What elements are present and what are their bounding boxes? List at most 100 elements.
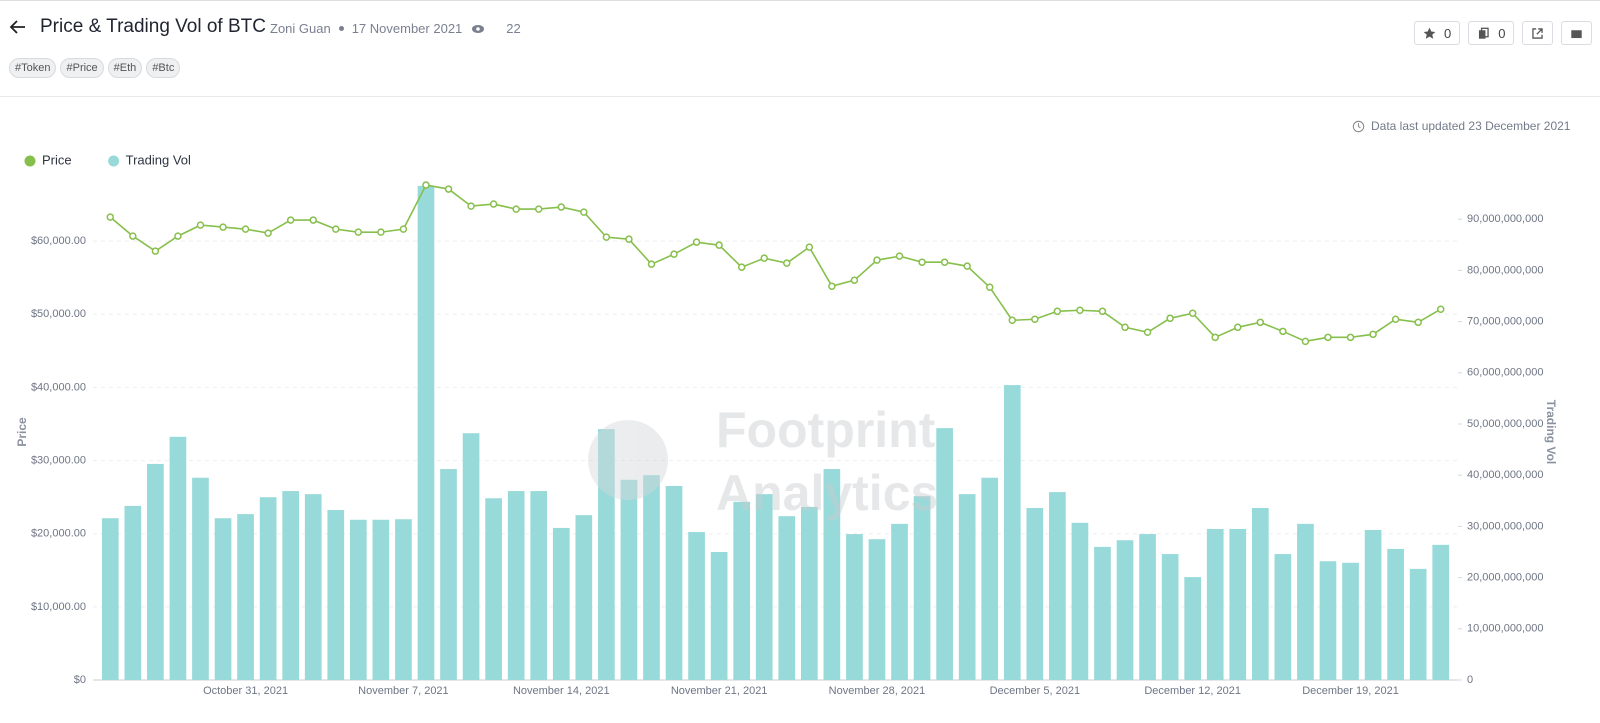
bar bbox=[891, 523, 908, 680]
bar bbox=[417, 185, 435, 681]
tag[interactable]: #Eth bbox=[107, 58, 143, 78]
y-tick-label: $20,000.00 bbox=[31, 528, 86, 540]
star-button[interactable]: 0 bbox=[1414, 21, 1461, 45]
point bbox=[196, 221, 205, 229]
tag[interactable]: #Token bbox=[9, 58, 57, 78]
bar bbox=[349, 519, 367, 680]
point bbox=[1076, 306, 1084, 315]
bar bbox=[282, 491, 300, 680]
bar bbox=[800, 506, 818, 680]
back-button[interactable] bbox=[8, 17, 28, 37]
bar bbox=[598, 429, 615, 680]
point bbox=[1301, 337, 1310, 346]
point bbox=[557, 203, 566, 211]
point bbox=[1436, 305, 1445, 313]
bar bbox=[936, 428, 953, 680]
point bbox=[489, 200, 498, 208]
y2-tick-label: 90,000,000,000 bbox=[1467, 213, 1543, 225]
point bbox=[309, 216, 317, 224]
share-button[interactable] bbox=[1522, 21, 1554, 45]
bar bbox=[304, 494, 322, 680]
point bbox=[1211, 333, 1219, 342]
bar bbox=[485, 498, 502, 680]
legend-label: Trading Vol bbox=[126, 152, 191, 167]
point bbox=[332, 225, 340, 233]
y2-tick-label: 0 bbox=[1467, 674, 1473, 686]
point bbox=[895, 252, 904, 260]
tag[interactable]: #Btc bbox=[146, 58, 181, 78]
point bbox=[106, 213, 115, 221]
point bbox=[286, 216, 295, 224]
point bbox=[918, 258, 926, 266]
updated-text: Data last updated 23 December 2021 bbox=[1371, 119, 1571, 133]
point bbox=[647, 260, 656, 268]
watermark-text: Footprint bbox=[716, 402, 936, 458]
point bbox=[580, 208, 588, 216]
point bbox=[1121, 323, 1129, 332]
last-updated: Data last updated 23 December 2021 bbox=[1352, 119, 1570, 133]
point bbox=[422, 181, 430, 189]
point bbox=[354, 228, 363, 236]
point bbox=[1279, 327, 1287, 336]
point bbox=[241, 225, 250, 233]
tag[interactable]: #Price bbox=[60, 58, 104, 78]
x-tick-label: November 14, 2021 bbox=[513, 685, 610, 697]
bar bbox=[1139, 534, 1156, 680]
point bbox=[737, 263, 746, 271]
bar bbox=[1251, 507, 1269, 680]
point bbox=[174, 232, 182, 240]
bar bbox=[981, 477, 999, 680]
views-icon bbox=[472, 24, 485, 33]
star-icon bbox=[1423, 27, 1436, 39]
bar bbox=[237, 514, 254, 680]
bar bbox=[507, 491, 525, 680]
bar bbox=[101, 518, 119, 680]
bar bbox=[868, 539, 886, 680]
y2-axis-title: Trading Vol bbox=[1544, 400, 1558, 464]
point bbox=[1031, 315, 1039, 324]
x-tick-label: December 19, 2021 bbox=[1302, 685, 1399, 697]
point bbox=[444, 185, 453, 193]
bar bbox=[846, 534, 863, 680]
bar bbox=[1432, 544, 1450, 680]
point bbox=[1188, 309, 1197, 318]
y-tick-label: $0 bbox=[74, 674, 86, 686]
y-tick-label: $60,000.00 bbox=[31, 235, 86, 247]
copy-button[interactable]: 0 bbox=[1468, 21, 1515, 45]
bar bbox=[327, 510, 345, 680]
y2-tick-label: 10,000,000,000 bbox=[1467, 623, 1543, 635]
y2-tick-label: 40,000,000,000 bbox=[1467, 469, 1543, 481]
bar bbox=[643, 475, 660, 680]
point bbox=[1414, 318, 1422, 327]
point bbox=[399, 225, 408, 233]
star-count: 0 bbox=[1444, 25, 1452, 41]
y2-tick-label: 20,000,000,000 bbox=[1467, 572, 1543, 584]
point bbox=[1391, 315, 1400, 324]
clock-icon bbox=[1352, 120, 1365, 132]
point bbox=[828, 282, 836, 290]
point bbox=[377, 228, 385, 236]
y-tick-label: $50,000.00 bbox=[31, 308, 86, 320]
point bbox=[219, 223, 227, 231]
bar bbox=[1364, 529, 1382, 680]
y-tick-label: $30,000.00 bbox=[31, 454, 86, 466]
bar bbox=[1184, 577, 1202, 680]
bar bbox=[1297, 523, 1314, 680]
bar bbox=[958, 494, 976, 680]
bar bbox=[665, 485, 683, 680]
y2-tick-label: 80,000,000,000 bbox=[1467, 264, 1543, 276]
camera-icon bbox=[1571, 29, 1583, 38]
watermark-text: Analytics bbox=[716, 465, 938, 521]
snapshot-button[interactable] bbox=[1561, 21, 1593, 45]
bar bbox=[530, 491, 548, 680]
point bbox=[512, 205, 520, 213]
copy-icon bbox=[1479, 27, 1489, 39]
author[interactable]: Zoni Guan bbox=[270, 21, 331, 36]
point bbox=[692, 238, 701, 246]
point bbox=[1166, 314, 1174, 323]
dashboard-title: Price & Trading Vol of BTC bbox=[40, 16, 266, 37]
legend-marker bbox=[108, 155, 120, 167]
x-tick-label: November 28, 2021 bbox=[829, 685, 926, 697]
bar bbox=[259, 497, 277, 680]
bar bbox=[372, 519, 390, 680]
